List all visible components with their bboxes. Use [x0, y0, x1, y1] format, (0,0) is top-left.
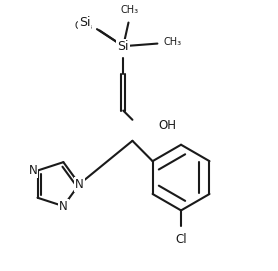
Text: N: N	[75, 178, 84, 191]
Text: CH₃: CH₃	[121, 5, 139, 15]
Text: CH₃: CH₃	[75, 21, 93, 31]
Text: CH₃: CH₃	[164, 37, 182, 47]
Text: Cl: Cl	[175, 233, 187, 246]
Text: Si: Si	[79, 16, 90, 29]
Text: OH: OH	[159, 118, 177, 131]
Text: N: N	[59, 200, 68, 213]
Text: N: N	[29, 164, 38, 177]
Text: Si: Si	[118, 40, 129, 53]
